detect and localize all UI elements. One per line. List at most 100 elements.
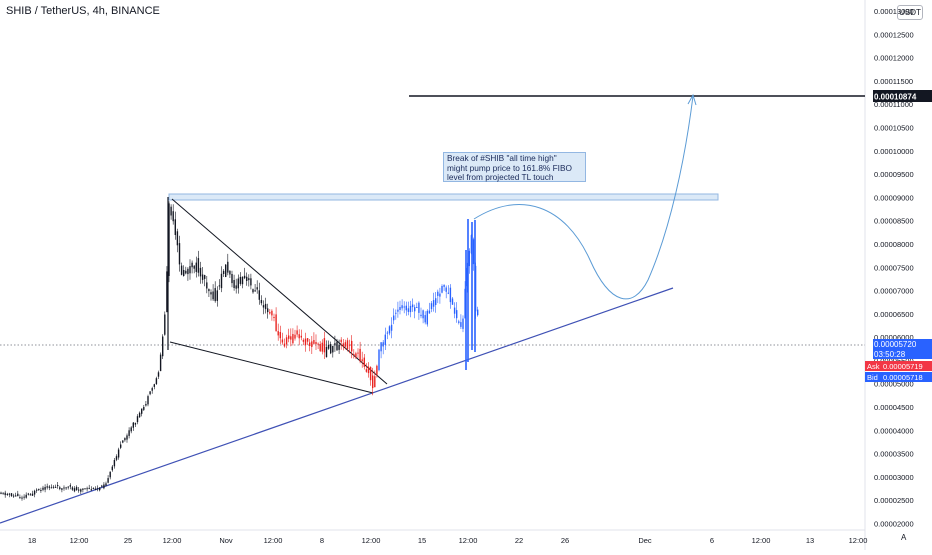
- bid-tag-text: Bid: [867, 373, 878, 382]
- candle-body: [300, 335, 302, 338]
- candle-body: [178, 243, 181, 265]
- y-tick-label: 0.00011000: [874, 100, 913, 109]
- candle-body: [36, 489, 38, 491]
- candle-body: [353, 354, 355, 355]
- candle-body: [8, 493, 11, 495]
- candle-body: [69, 485, 71, 487]
- candle-body: [31, 493, 34, 496]
- candle-body: [117, 449, 120, 458]
- wedge-upper-trendline[interactable]: [171, 198, 388, 385]
- candle-body: [288, 335, 290, 339]
- candle-body: [61, 488, 63, 490]
- candlestick-series: [0, 197, 479, 501]
- candle-body: [439, 293, 441, 297]
- candle-body: [229, 270, 231, 275]
- candle-body: [136, 416, 139, 423]
- ascending-support-trendline[interactable]: [0, 287, 674, 524]
- candle-body: [424, 315, 426, 323]
- candle-body: [340, 339, 342, 343]
- candle-body: [212, 291, 214, 300]
- annotation-line: level from projected TL touch: [447, 172, 554, 183]
- candle-body: [103, 484, 105, 489]
- annotation-line: Break of #SHIB "all time high": [447, 153, 557, 163]
- candle-body: [111, 466, 113, 471]
- candle-body: [388, 326, 391, 334]
- candle-body: [414, 307, 416, 312]
- candle-body: [285, 337, 288, 345]
- resistance-zone-box[interactable]: [168, 193, 719, 201]
- candle-body: [130, 427, 132, 432]
- time-axis[interactable]: 18 12:00 25 12:00 Nov 12:00 8 12:00 15 12:00 22 26 D…: [28, 536, 868, 545]
- candle-body: [363, 357, 365, 367]
- y-tick-label: 0.00013000: [874, 7, 914, 16]
- candle-body: [38, 488, 40, 490]
- projection-curve-path[interactable]: [473, 95, 694, 300]
- candle-body: [264, 303, 267, 310]
- candle-body: [273, 317, 275, 318]
- candle-body: [302, 339, 305, 342]
- candle-body: [477, 309, 479, 316]
- candle-body: [59, 487, 61, 489]
- x-tick-label: 25: [124, 536, 132, 545]
- candle-body: [359, 348, 361, 362]
- candle-body: [252, 289, 254, 293]
- price-axis[interactable]: 0.00002000 0.00002500 0.00003000 0.00003500…: [874, 7, 914, 529]
- candle-body: [99, 487, 101, 491]
- x-tick-label: Dec: [638, 536, 652, 545]
- candle-body: [12, 495, 15, 497]
- candle-body: [40, 490, 42, 491]
- candle-body: [88, 487, 90, 489]
- candle-body: [351, 340, 353, 352]
- candle-body: [2, 492, 4, 494]
- candle-body: [428, 310, 431, 314]
- candle-body: [462, 318, 464, 329]
- ask-value-bg: [882, 361, 932, 371]
- symbol-title[interactable]: SHIB / TetherUS, 4h, BINANCE: [6, 5, 160, 17]
- candle-body: [401, 305, 403, 309]
- candle-body: [233, 280, 235, 288]
- candle-body: [42, 487, 44, 490]
- candle-body: [390, 324, 393, 331]
- candle-body: [115, 456, 118, 460]
- candle-body: [327, 344, 330, 349]
- candle-body: [220, 273, 223, 289]
- candle-body: [78, 489, 80, 491]
- x-tick-label: 12:00: [752, 536, 771, 545]
- candle-body: [27, 493, 29, 495]
- x-tick-label: 15: [418, 536, 426, 545]
- currency-badge[interactable]: USDT: [897, 5, 923, 20]
- candle-body: [336, 341, 338, 351]
- projection-arrow-head: [687, 93, 697, 106]
- candle-body: [290, 336, 292, 340]
- candle-body: [426, 310, 428, 325]
- candle-body: [210, 292, 212, 295]
- candle-body: [430, 303, 433, 310]
- auto-scale-button[interactable]: A: [901, 533, 907, 542]
- candle-body: [23, 496, 25, 498]
- bid-value-bg: [882, 372, 932, 382]
- candle-body: [254, 290, 256, 292]
- candle-body: [174, 219, 176, 235]
- candle-body: [145, 404, 147, 406]
- candle-body: [208, 289, 210, 292]
- candle-body: [432, 300, 435, 307]
- candle-body: [50, 487, 53, 489]
- candle-body: [346, 340, 349, 349]
- candle-body: [468, 250, 470, 267]
- candle-body: [304, 338, 307, 346]
- candle-body: [374, 376, 376, 388]
- candle-body: [71, 487, 74, 490]
- candle-body: [67, 486, 69, 488]
- y-tick-label: 0.00009000: [874, 193, 914, 202]
- candle-body: [384, 334, 386, 345]
- candle-body: [126, 435, 128, 440]
- candle-body: [132, 422, 134, 428]
- candle-body: [321, 342, 323, 352]
- candle-body: [458, 321, 460, 323]
- annotation-callout[interactable]: Break of #SHIB "all time high" might pum…: [443, 152, 586, 182]
- y-tick-label: 0.00007000: [874, 287, 914, 296]
- candle-body: [315, 342, 317, 345]
- wedge-lower-trendline[interactable]: [169, 341, 374, 394]
